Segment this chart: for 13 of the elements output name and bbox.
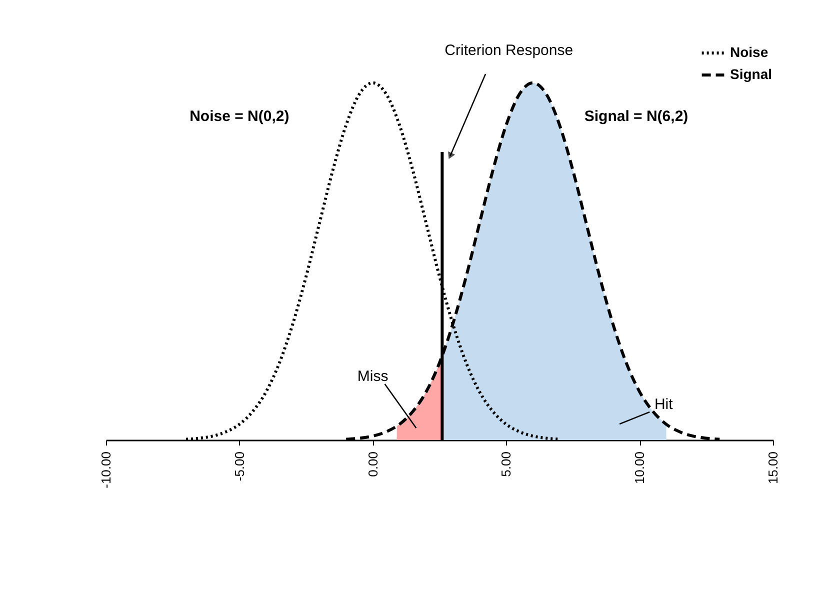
x-tick-label: 15.00 [766,452,780,484]
x-tick-label: 0.00 [365,452,380,477]
annotation: Signal = N(6,2) [584,108,688,125]
x-tick-label: -10.00 [98,452,114,488]
annotation: Noise = N(0,2) [190,108,290,125]
annotation: Miss [357,368,388,385]
x-tick-label: 5.00 [498,452,514,477]
legend-label: Signal [730,66,772,82]
annotation: Hit [654,396,674,413]
legend-label: Noise [730,44,768,60]
x-tick-label: 10.00 [632,452,648,484]
x-tick-label: -5.00 [232,452,247,482]
ref-line-label: Criterion Response [444,42,574,59]
